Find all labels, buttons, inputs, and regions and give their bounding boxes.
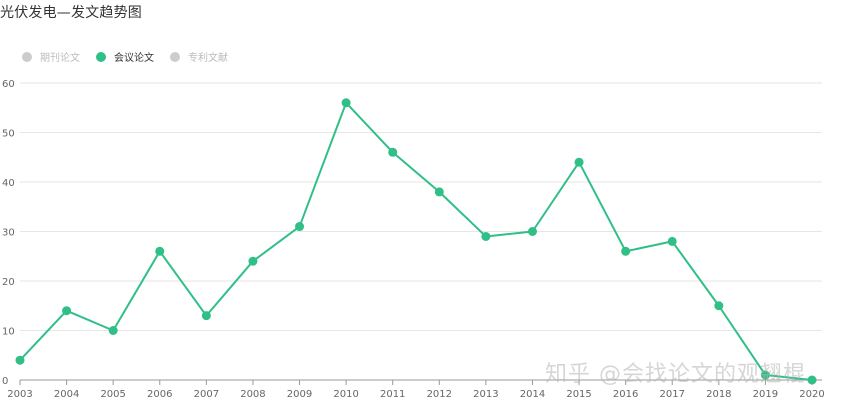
x-tick-label: 2005 xyxy=(100,389,125,400)
data-point[interactable] xyxy=(527,227,537,236)
data-point[interactable] xyxy=(295,222,305,232)
x-tick-label: 2012 xyxy=(427,389,452,400)
y-tick-label: 40 xyxy=(2,178,15,189)
data-point[interactable] xyxy=(15,355,25,365)
data-point[interactable] xyxy=(155,246,165,256)
y-tick-label: 20 xyxy=(2,277,15,288)
x-tick-label: 2019 xyxy=(753,389,778,400)
legend-dot-patent-icon xyxy=(170,51,180,62)
y-tick-label: 10 xyxy=(2,327,15,338)
legend-label-patent: 专利文献 xyxy=(188,53,228,64)
data-point[interactable] xyxy=(621,246,631,256)
x-tick-label: 2015 xyxy=(566,389,591,400)
y-tick-label: 50 xyxy=(2,129,15,140)
x-tick-label: 2010 xyxy=(333,389,358,400)
legend-label-conference: 会议论文 xyxy=(114,53,154,64)
data-point[interactable] xyxy=(248,256,258,266)
x-tick-label: 2020 xyxy=(799,389,824,400)
data-point[interactable] xyxy=(574,157,584,167)
data-point[interactable] xyxy=(341,98,351,108)
x-tick-label: 2016 xyxy=(613,389,638,400)
legend-dot-journal-icon xyxy=(22,51,32,62)
x-tick-label: 2018 xyxy=(706,389,731,400)
data-point[interactable] xyxy=(388,147,398,157)
data-point[interactable] xyxy=(714,301,724,311)
series-line xyxy=(19,101,813,381)
data-point[interactable] xyxy=(434,187,444,197)
x-tick-label: 2006 xyxy=(147,389,172,400)
legend-dot-conference-icon xyxy=(96,51,106,62)
data-point[interactable] xyxy=(760,370,770,380)
data-point[interactable] xyxy=(807,375,817,385)
x-tick-label: 2017 xyxy=(660,389,685,400)
x-tick-label: 2013 xyxy=(473,389,498,400)
legend: 期刊论文 会议论文 专利文献 xyxy=(22,49,228,64)
legend-item-conference[interactable]: 会议论文 xyxy=(96,49,154,64)
y-tick-label: 30 xyxy=(2,228,15,239)
data-point[interactable] xyxy=(62,306,72,316)
chart-title: 光伏发电—发文趋势图 xyxy=(0,5,142,21)
x-tick-label: 2007 xyxy=(194,389,219,400)
data-point[interactable] xyxy=(667,236,677,246)
legend-item-patent[interactable]: 专利文献 xyxy=(170,49,228,64)
x-tick-label: 2003 xyxy=(7,389,32,400)
data-point[interactable] xyxy=(481,231,491,241)
legend-label-journal: 期刊论文 xyxy=(40,53,80,64)
x-tick-label: 2009 xyxy=(287,389,312,400)
x-tick-label: 2011 xyxy=(380,389,405,400)
x-tick-label: 2004 xyxy=(54,389,79,400)
x-tick-label: 2014 xyxy=(520,389,545,400)
y-tick-label: 60 xyxy=(2,79,15,90)
y-tick-label: 0 xyxy=(2,376,8,387)
data-point[interactable] xyxy=(108,326,118,335)
x-tick-label: 2008 xyxy=(240,389,265,400)
data-point[interactable] xyxy=(201,311,211,321)
legend-item-journal[interactable]: 期刊论文 xyxy=(22,49,80,64)
